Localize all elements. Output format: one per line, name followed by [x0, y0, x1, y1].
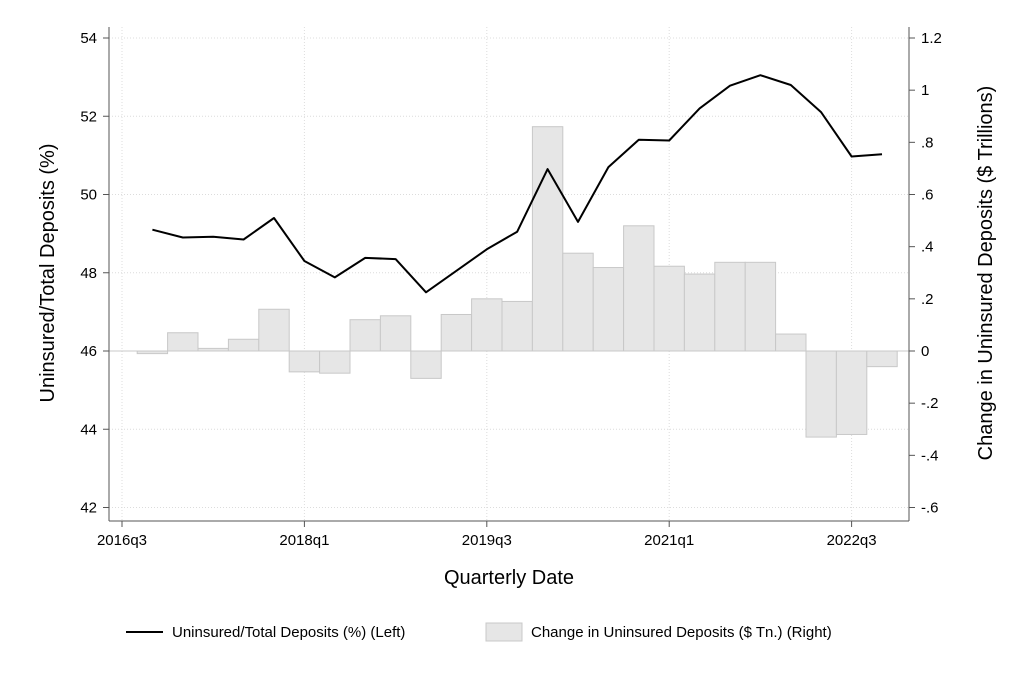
left-tick-label: 46 [80, 343, 97, 360]
legend-bar-label: Change in Uninsured Deposits ($ Tn.) (Ri… [531, 624, 832, 641]
gridlines [109, 27, 909, 521]
right-axis-title: Change in Uninsured Deposits ($ Trillion… [975, 86, 997, 461]
bar [653, 265, 685, 352]
bar [623, 225, 655, 352]
left-tick-label: 48 [80, 265, 97, 282]
right-tick-label: .2 [921, 291, 934, 308]
bar [440, 313, 473, 352]
bar [501, 300, 533, 352]
left-axis-title: Uninsured/Total Deposits (%) [37, 144, 59, 403]
right-tick-label: 0 [921, 343, 929, 360]
bar [775, 333, 807, 352]
left-tick-label: 52 [80, 108, 97, 125]
tick-labels: 42 44 46 48 50 52 54 -.6 -.4 -.2 0 .2 .4 .6 .8 1 1.2 2016… [80, 30, 942, 549]
x-tick-label: 2016q3 [97, 532, 147, 549]
right-tick-label: .8 [921, 134, 934, 151]
bar [379, 315, 412, 352]
x-tick-label: 2022q3 [827, 532, 877, 549]
bar [167, 332, 199, 352]
left-tick-label: 54 [80, 30, 97, 47]
right-tick-label: .4 [921, 239, 934, 256]
x-tick-label: 2018q1 [279, 532, 329, 549]
legend: Uninsured/Total Deposits (%) (Left) Chan… [126, 622, 832, 642]
line-series [152, 74, 883, 294]
x-axis-title: Quarterly Date [444, 567, 574, 589]
bar [258, 308, 290, 352]
bar [531, 126, 564, 352]
bar [683, 273, 716, 352]
deposit-share-line [152, 74, 883, 294]
bar [410, 350, 442, 379]
bar [288, 350, 321, 373]
bar [805, 350, 837, 438]
bar [349, 319, 381, 352]
bar [744, 261, 777, 352]
legend-line-label: Uninsured/Total Deposits (%) (Left) [172, 624, 405, 641]
bar [835, 350, 868, 435]
left-tick-label: 44 [80, 421, 97, 438]
bar [471, 298, 503, 352]
bar [866, 350, 898, 368]
right-tick-label: .6 [921, 187, 934, 204]
bar-series [136, 126, 898, 438]
x-tick-label: 2021q1 [644, 532, 694, 549]
bar [227, 338, 260, 352]
right-tick-label: -.2 [921, 395, 939, 412]
bar [592, 267, 625, 352]
bar [319, 350, 351, 374]
right-tick-label: 1 [921, 82, 929, 99]
bar [562, 252, 594, 352]
right-tick-label: -.6 [921, 500, 939, 517]
bar [714, 261, 746, 352]
legend-bar-swatch [485, 622, 523, 642]
left-tick-label: 42 [80, 500, 97, 517]
x-tick-label: 2019q3 [462, 532, 512, 549]
axes [108, 27, 910, 522]
right-tick-label: 1.2 [921, 30, 942, 47]
left-tick-label: 50 [80, 187, 97, 204]
right-tick-label: -.4 [921, 447, 939, 464]
